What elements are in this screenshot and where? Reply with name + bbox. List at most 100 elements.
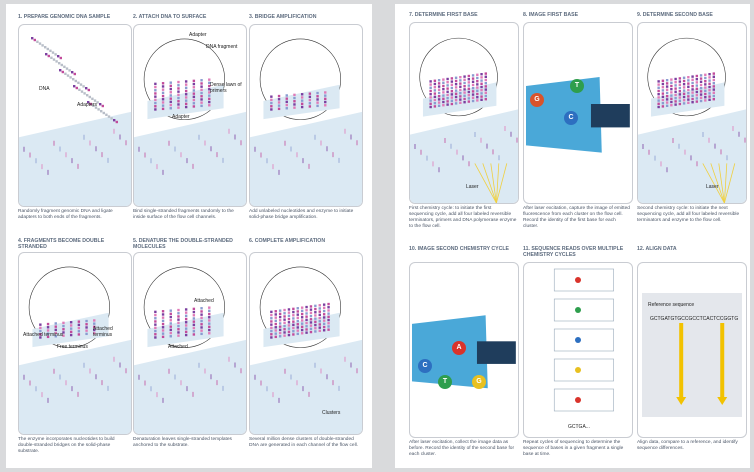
base xyxy=(442,100,445,104)
base xyxy=(476,83,479,86)
fragment xyxy=(94,106,98,109)
base xyxy=(154,95,157,98)
panel-box: Reference sequence GCTGATGTGCCGCCTCACTCCG… xyxy=(637,262,747,438)
base xyxy=(327,315,330,319)
fragment xyxy=(63,65,66,68)
image-card xyxy=(412,315,488,389)
base xyxy=(708,98,711,101)
base xyxy=(278,319,282,322)
base xyxy=(704,89,707,92)
base xyxy=(463,78,466,81)
base xyxy=(437,82,441,85)
base xyxy=(429,105,432,109)
callout-label: GCTGA... xyxy=(568,424,590,430)
base xyxy=(314,323,317,327)
base xyxy=(208,312,211,316)
base xyxy=(442,97,445,100)
base xyxy=(708,79,711,82)
base xyxy=(704,83,707,86)
base xyxy=(665,82,669,85)
base xyxy=(285,97,288,100)
base xyxy=(314,307,317,311)
base xyxy=(327,306,330,309)
base xyxy=(62,334,65,337)
base xyxy=(177,308,180,312)
flow-cell xyxy=(250,339,362,434)
base xyxy=(208,316,211,319)
base xyxy=(318,323,321,326)
base xyxy=(670,97,673,100)
base xyxy=(208,88,211,91)
base xyxy=(446,84,449,87)
base xyxy=(670,88,673,91)
base xyxy=(691,78,694,81)
base xyxy=(476,89,479,92)
base xyxy=(154,326,157,330)
surface xyxy=(263,84,340,120)
base xyxy=(184,327,188,330)
base xyxy=(459,88,462,92)
base xyxy=(77,333,81,336)
base xyxy=(283,318,286,321)
base xyxy=(308,92,312,95)
base xyxy=(674,77,677,81)
base xyxy=(704,76,707,80)
fragment xyxy=(87,101,90,104)
fragment xyxy=(47,54,50,58)
cycle-card xyxy=(553,358,614,382)
base xyxy=(154,310,157,314)
fragment xyxy=(69,76,72,79)
base xyxy=(661,92,665,95)
panel-title: 2. ATTACH DNA TO SURFACE xyxy=(133,14,207,20)
base xyxy=(270,101,273,105)
base xyxy=(682,102,686,105)
base xyxy=(712,72,715,75)
base xyxy=(699,77,703,80)
base xyxy=(471,99,475,103)
base xyxy=(283,308,286,312)
base xyxy=(682,79,686,83)
fragment xyxy=(82,85,85,88)
base xyxy=(200,95,203,98)
cluster xyxy=(575,367,581,373)
base xyxy=(200,79,203,82)
base xyxy=(433,82,437,86)
base xyxy=(682,89,686,92)
base xyxy=(184,308,188,311)
base xyxy=(480,79,483,82)
fragment xyxy=(41,44,44,47)
base xyxy=(169,319,172,322)
cluster xyxy=(575,397,581,403)
base xyxy=(480,76,483,79)
base xyxy=(46,326,50,329)
base xyxy=(169,309,172,312)
base xyxy=(691,101,694,104)
base xyxy=(678,77,682,80)
panel-box: C A T G xyxy=(409,262,519,438)
base xyxy=(177,93,180,97)
base xyxy=(318,310,321,313)
base xyxy=(665,98,669,101)
laser-beam xyxy=(724,163,736,203)
base xyxy=(305,315,308,318)
base xyxy=(300,306,304,309)
base xyxy=(62,321,65,325)
base-call: G xyxy=(472,375,486,389)
base xyxy=(200,326,203,329)
base xyxy=(39,329,42,333)
illustration xyxy=(19,37,131,206)
base xyxy=(184,311,188,314)
base xyxy=(437,91,441,95)
base xyxy=(192,79,196,83)
base xyxy=(687,92,690,95)
surface xyxy=(147,84,224,120)
panel-box: DNA Adapters xyxy=(18,24,132,207)
base xyxy=(192,102,196,105)
base xyxy=(77,323,81,327)
fragment xyxy=(65,67,69,70)
base-call: G xyxy=(530,93,544,107)
panel-title: 1. PREPARE GENOMIC DNA SAMPLE xyxy=(18,14,111,20)
base xyxy=(657,80,660,83)
base xyxy=(77,326,81,330)
base xyxy=(454,102,458,105)
